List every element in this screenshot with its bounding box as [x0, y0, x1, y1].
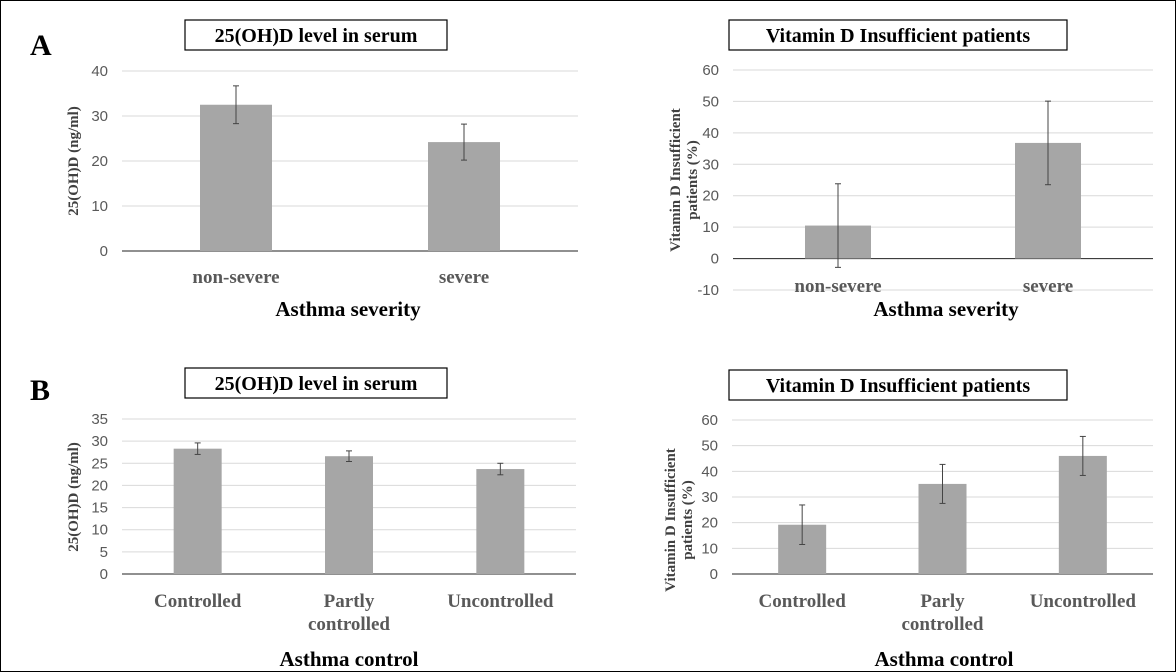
y-tick-label: 50	[701, 438, 718, 455]
y-tick-label: -10	[697, 282, 719, 299]
bar	[325, 456, 373, 574]
y-tick-label: 20	[701, 515, 718, 532]
y-tick-label: 10	[91, 522, 108, 539]
y-tick-label: 5	[100, 544, 108, 561]
category-label: controlled	[308, 614, 390, 635]
y-tick-label: 60	[702, 62, 719, 79]
y-axis-label-line: Vitamin D Insufficient	[663, 448, 679, 592]
category-label: Uncontrolled	[1030, 591, 1137, 612]
category-label: Parly	[920, 591, 965, 612]
x-axis-label: Asthma control	[874, 647, 1013, 671]
y-axis-label-line: patients (%)	[685, 140, 701, 220]
y-tick-label: 0	[100, 566, 108, 583]
category-label: Controlled	[759, 591, 847, 612]
y-axis-label-line: patients (%)	[680, 480, 696, 560]
y-tick-label: 20	[702, 188, 719, 205]
x-axis-label: Asthma severity	[873, 297, 1019, 321]
bar	[173, 448, 222, 574]
chart-title-box	[184, 19, 448, 51]
y-tick-label: 30	[702, 156, 719, 173]
y-axis-label: Vitamin D Insufficient patients (%)	[668, 108, 701, 252]
chart-title-box	[728, 19, 1068, 51]
y-tick-label: 20	[91, 477, 108, 494]
y-tick-label: 60	[701, 412, 718, 429]
y-tick-label: 10	[701, 540, 718, 557]
chart-title: Vitamin D Insufficient patients	[766, 375, 1030, 397]
y-tick-label: 30	[91, 433, 108, 450]
category-label: Controlled	[154, 591, 242, 612]
y-axis-label: 25(OH)D (ng/ml)	[66, 106, 82, 216]
category-label: severe	[439, 267, 489, 288]
y-tick-label: 10	[702, 219, 719, 236]
y-tick-label: 40	[701, 463, 718, 480]
y-axis-label-line: 25(OH)D (ng/ml)	[66, 442, 82, 552]
chart-title: 25(OH)D level in serum	[215, 25, 418, 47]
chart-title: 25(OH)D level in serum	[215, 373, 418, 395]
y-tick-label: 0	[711, 251, 719, 268]
category-label: controlled	[902, 614, 984, 635]
y-tick-label: 40	[91, 63, 108, 80]
bar	[476, 469, 525, 574]
y-tick-label: 20	[91, 153, 108, 170]
y-tick-label: 0	[710, 566, 718, 583]
bar	[200, 104, 272, 251]
y-axis-label: Vitamin D Insufficient patients (%)	[663, 448, 696, 592]
y-tick-label: 10	[91, 198, 108, 215]
y-tick-label: 50	[702, 93, 719, 110]
y-tick-label: 30	[701, 489, 718, 506]
x-axis-label: Asthma severity	[275, 297, 421, 321]
category-label: severe	[1023, 276, 1073, 297]
chart-title-box	[728, 369, 1068, 401]
y-tick-label: 25	[91, 455, 108, 472]
chart-title: Vitamin D Insufficient patients	[766, 25, 1030, 47]
category-label: non-severe	[192, 267, 279, 288]
y-axis-label: 25(OH)D (ng/ml)	[66, 442, 82, 552]
category-label: Partly	[324, 591, 375, 612]
y-tick-label: 40	[702, 125, 719, 142]
chart-title-box	[184, 367, 448, 399]
panel-label-b: B	[30, 374, 50, 407]
category-label: non-severe	[794, 276, 881, 297]
y-tick-label: 30	[91, 108, 108, 125]
y-tick-label: 0	[100, 243, 108, 260]
y-axis-label-line: 25(OH)D (ng/ml)	[66, 106, 82, 216]
panel-label-a: A	[30, 29, 52, 62]
y-tick-label: 15	[91, 500, 108, 517]
category-label: Uncontrolled	[447, 591, 554, 612]
y-axis-label-line: Vitamin D Insufficient	[668, 108, 684, 252]
y-tick-label: 35	[91, 411, 108, 428]
x-axis-label: Asthma control	[279, 647, 418, 671]
